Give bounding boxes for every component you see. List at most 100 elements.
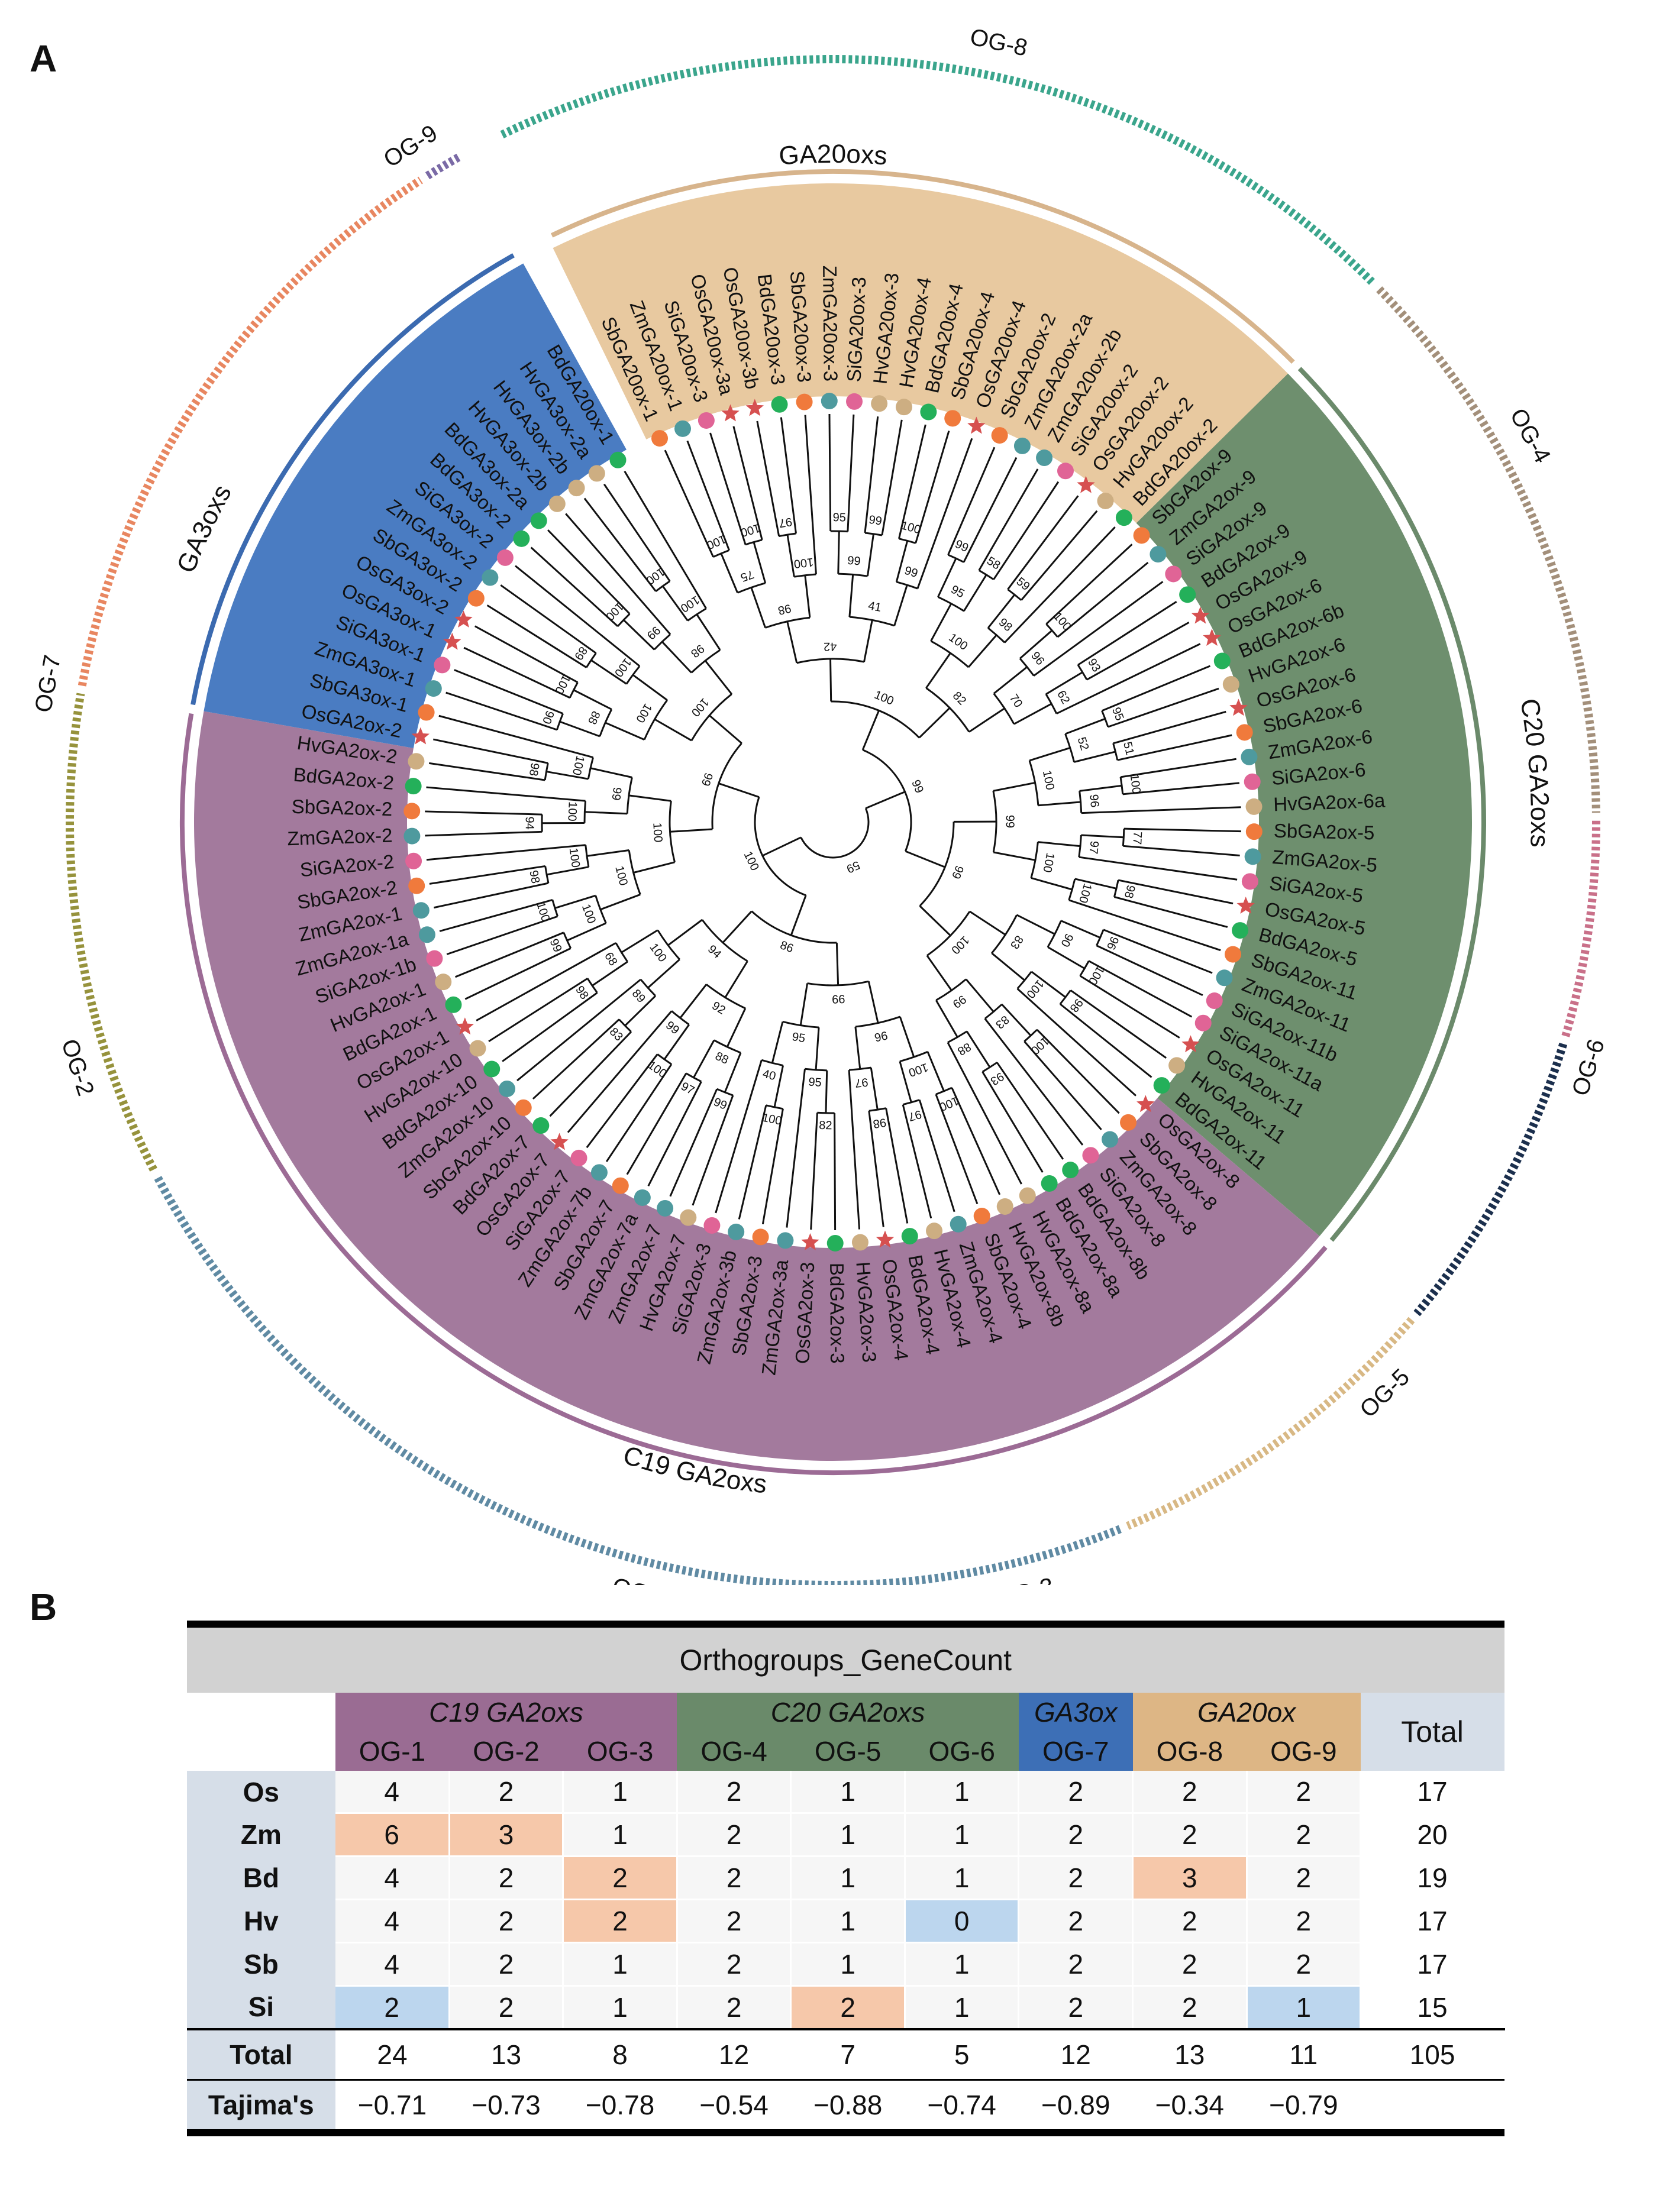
branch — [863, 620, 873, 662]
branch — [981, 1071, 1044, 1173]
species-marker — [851, 1234, 868, 1251]
species-marker — [680, 1209, 697, 1226]
species-marker — [846, 393, 863, 410]
tajima-empty — [1360, 2079, 1504, 2136]
species-marker — [1013, 437, 1031, 454]
branch — [786, 621, 798, 664]
tajima-cell: −0.34 — [1132, 2079, 1247, 2136]
count-cell: 2 — [677, 1813, 792, 1857]
branch — [1013, 703, 1052, 725]
species-marker — [496, 549, 514, 566]
species-marker — [1179, 586, 1196, 603]
branch — [967, 634, 997, 668]
branch — [1016, 914, 1055, 935]
species-marker — [1191, 606, 1210, 624]
branch — [724, 961, 748, 998]
orthogroup-arc — [1376, 286, 1600, 813]
branch — [773, 1065, 784, 1108]
bootstrap-value: 90 — [1058, 932, 1076, 949]
branch — [786, 534, 795, 577]
branch — [590, 659, 627, 685]
bootstrap-value: 100 — [946, 631, 970, 653]
branch — [918, 707, 951, 739]
species-marker — [588, 465, 605, 482]
species-marker — [901, 1228, 918, 1245]
species-marker — [920, 403, 937, 421]
bootstrap-value: 96 — [873, 1029, 889, 1044]
branch — [984, 1004, 1003, 1020]
branch — [530, 546, 619, 627]
species-marker — [1236, 724, 1253, 741]
branch — [1070, 989, 1167, 1059]
branch — [663, 1024, 690, 1060]
branch — [599, 709, 613, 737]
tajima-cell: −0.89 — [1018, 2079, 1133, 2136]
branch — [692, 1095, 734, 1206]
species-marker — [1244, 848, 1261, 865]
bootstrap-value: 99 — [1003, 815, 1016, 828]
species-marker — [1019, 1187, 1036, 1204]
count-cell: 2 — [449, 1985, 564, 2030]
total-header: Total — [1360, 1693, 1504, 1771]
branch — [425, 830, 543, 837]
branch — [893, 584, 908, 626]
branch — [854, 1026, 861, 1069]
bootstrap-value: 51 — [1121, 740, 1137, 756]
count-cell: 2 — [563, 1856, 678, 1900]
species-marker — [1213, 652, 1231, 670]
branch — [647, 959, 680, 989]
species-marker — [1077, 476, 1095, 493]
bootstrap-value: 83 — [993, 1013, 1011, 1031]
count-cell: 2 — [677, 1856, 792, 1900]
branch — [969, 910, 1006, 936]
bootstrap-value: 52 — [1075, 736, 1092, 752]
branch — [815, 1027, 820, 1071]
species-marker — [590, 1164, 608, 1181]
count-cell: 4 — [335, 1771, 450, 1814]
branch — [565, 513, 671, 635]
og-header: OG-4 — [677, 1732, 791, 1771]
branch — [502, 992, 598, 1062]
species-marker — [499, 1080, 516, 1097]
branch — [993, 666, 1028, 694]
tajima-cell: −0.79 — [1247, 2079, 1361, 2136]
bootstrap-value: 95 — [832, 511, 846, 524]
branch — [1031, 971, 1066, 998]
species-marker — [826, 1234, 844, 1251]
branch — [898, 424, 926, 539]
tajima-cell: −0.88 — [790, 2079, 905, 2136]
orthogroup-arc — [66, 693, 157, 1172]
branch — [720, 553, 738, 593]
branch — [848, 574, 854, 617]
species-marker — [408, 753, 425, 770]
species-marker — [513, 530, 530, 547]
species-marker — [532, 1117, 550, 1134]
branch — [573, 689, 612, 710]
branch — [653, 633, 671, 651]
tajima-cell: −0.73 — [449, 2079, 563, 2136]
branch — [595, 895, 607, 924]
branch — [1038, 841, 1081, 848]
branch — [1033, 581, 1164, 677]
species-marker — [612, 1177, 629, 1194]
species-marker — [651, 430, 669, 447]
count-cell: 2 — [1247, 1899, 1362, 1943]
branch — [429, 762, 545, 781]
species-marker — [801, 1233, 819, 1250]
table-title: Orthogroups_GeneCount — [187, 1621, 1504, 1693]
branch — [930, 603, 953, 642]
bootstrap-value: 100 — [633, 701, 654, 725]
bootstrap-value: 62 — [1054, 688, 1072, 706]
branch — [566, 922, 606, 942]
species-marker — [1222, 676, 1239, 693]
count-cell: 4 — [335, 1899, 450, 1943]
total-cell: 12 — [677, 2028, 791, 2080]
species-marker — [1194, 1014, 1212, 1031]
species-row-label: Sb — [187, 1942, 335, 1986]
orthogroup-label: OG-3 — [994, 1573, 1057, 1585]
count-cell: 1 — [905, 1771, 1020, 1814]
species-marker — [1120, 1114, 1137, 1131]
tajima-label: Tajima's — [187, 2079, 335, 2136]
branch — [690, 693, 732, 741]
branch — [515, 565, 641, 667]
